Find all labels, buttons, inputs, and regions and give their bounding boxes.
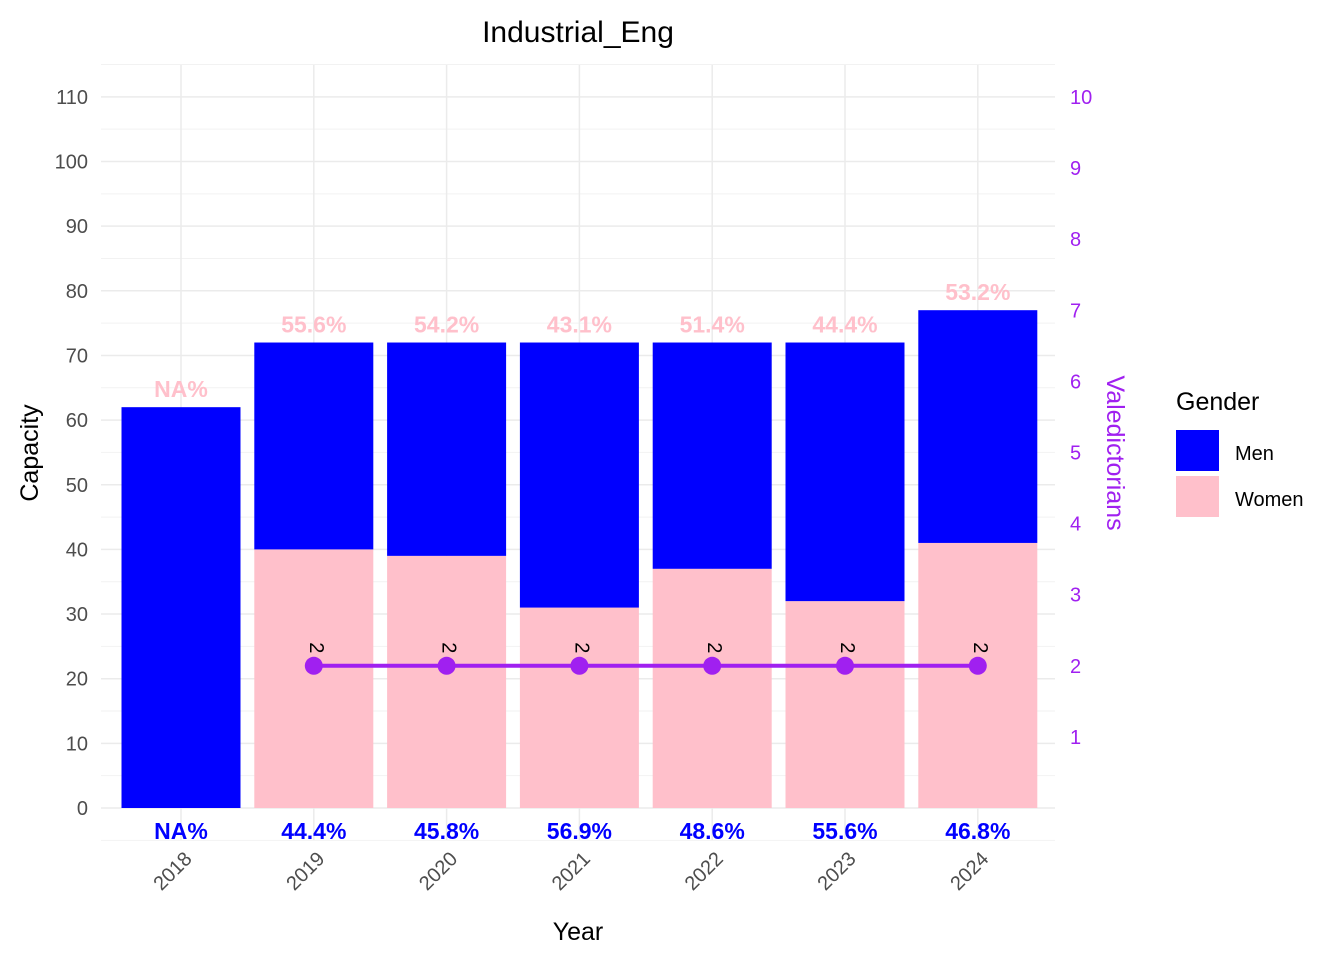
y-tick-label: 110: [56, 87, 88, 109]
men-percent-label: 56.9%: [547, 818, 612, 844]
y-tick-label: 100: [55, 152, 88, 174]
y2-tick-label: 4: [1070, 514, 1081, 536]
y2-tick-label: 10: [1070, 87, 1092, 109]
valedictorians-line: 2 2 2 2 2 2: [304, 642, 991, 675]
men-percent-label: NA%: [154, 818, 208, 844]
y2-tick-label: 2: [1070, 656, 1081, 678]
bar-men: [785, 342, 905, 602]
x-tick-label: 2024: [946, 848, 993, 895]
valedictorians-label: 2: [570, 642, 592, 653]
women-percent-label: 55.6%: [281, 312, 346, 338]
valedictorians-point: [968, 656, 987, 675]
legend-swatch-women: [1176, 476, 1219, 517]
women-percent-label: NA%: [154, 376, 208, 402]
y-tick-label: 90: [66, 216, 88, 238]
legend: Gender Men Women: [1176, 388, 1304, 517]
y2-tick-label: 3: [1070, 585, 1081, 607]
x-tick-label: 2020: [415, 848, 462, 895]
data-labels: NA% NA% 55.6% 44.4% 54.2% 45.8% 43.1% 56.9% 51.4…: [154, 279, 1010, 844]
y-tick-label: 60: [66, 410, 88, 432]
bar-women: [254, 549, 374, 808]
y-tick-label: 20: [66, 669, 88, 691]
y2-tick-label: 1: [1070, 727, 1081, 749]
y2-tick-label: 5: [1070, 443, 1081, 465]
y-tick-label: 40: [66, 539, 88, 561]
chart-title: Industrial_Eng: [482, 16, 674, 49]
x-tick-label: 2021: [548, 848, 595, 895]
bar-men: [519, 342, 639, 608]
valedictorians-point: [570, 656, 589, 675]
x-tick-label: 2019: [282, 848, 329, 895]
y-tick-label: 10: [66, 733, 88, 755]
bar-men: [387, 342, 507, 556]
y-tick-label: 50: [66, 475, 88, 497]
y2-tick-label: 7: [1070, 300, 1081, 322]
women-percent-label: 51.4%: [680, 312, 745, 338]
legend-title: Gender: [1176, 388, 1259, 416]
valedictorians-label: 2: [969, 642, 991, 653]
bar-women: [652, 568, 772, 808]
bar-men: [121, 407, 241, 808]
y-axis-title: Capacity: [16, 404, 44, 502]
men-percent-label: 45.8%: [414, 818, 479, 844]
men-percent-label: 55.6%: [812, 818, 877, 844]
valedictorians-label: 2: [305, 642, 327, 653]
men-percent-label: 44.4%: [281, 818, 346, 844]
women-percent-label: 53.2%: [945, 279, 1010, 305]
women-percent-label: 43.1%: [547, 312, 612, 338]
men-percent-label: 46.8%: [945, 818, 1010, 844]
bar-men: [652, 342, 772, 569]
x-tick-label: 2023: [814, 848, 861, 895]
women-percent-label: 54.2%: [414, 312, 479, 338]
valedictorians-point: [304, 656, 323, 675]
bars: [121, 310, 1038, 808]
y2-tick-label: 9: [1070, 158, 1081, 180]
bar-women: [519, 607, 639, 808]
valedictorians-point: [437, 656, 456, 675]
y-tick-label: 80: [66, 281, 88, 303]
bar-women: [918, 542, 1038, 808]
y2-tick-label: 6: [1070, 371, 1081, 393]
legend-label-women: Women: [1235, 489, 1304, 511]
valedictorians-label: 2: [703, 642, 725, 653]
legend-swatch-men: [1176, 430, 1219, 471]
y-tick-label: 0: [77, 798, 88, 820]
y2-tick-label: 8: [1070, 229, 1081, 251]
valedictorians-label: 2: [836, 642, 858, 653]
bar-women: [785, 601, 905, 808]
bar-men: [918, 310, 1038, 543]
valedictorians-point: [836, 656, 854, 675]
bar-women: [387, 555, 507, 808]
bar-men: [254, 342, 374, 550]
men-percent-label: 48.6%: [680, 818, 745, 844]
y-tick-label: 30: [66, 604, 88, 626]
legend-label-men: Men: [1235, 443, 1274, 465]
women-percent-label: 44.4%: [812, 312, 877, 338]
valedictorians-label: 2: [438, 642, 460, 653]
y-tick-label: 70: [66, 345, 88, 367]
x-axis-title: Year: [553, 918, 604, 946]
valedictorians-point: [703, 656, 722, 675]
x-tick-label: 2018: [150, 848, 197, 895]
y2-axis-title: Valedictorians: [1101, 375, 1129, 530]
x-tick-label: 2022: [681, 848, 728, 895]
